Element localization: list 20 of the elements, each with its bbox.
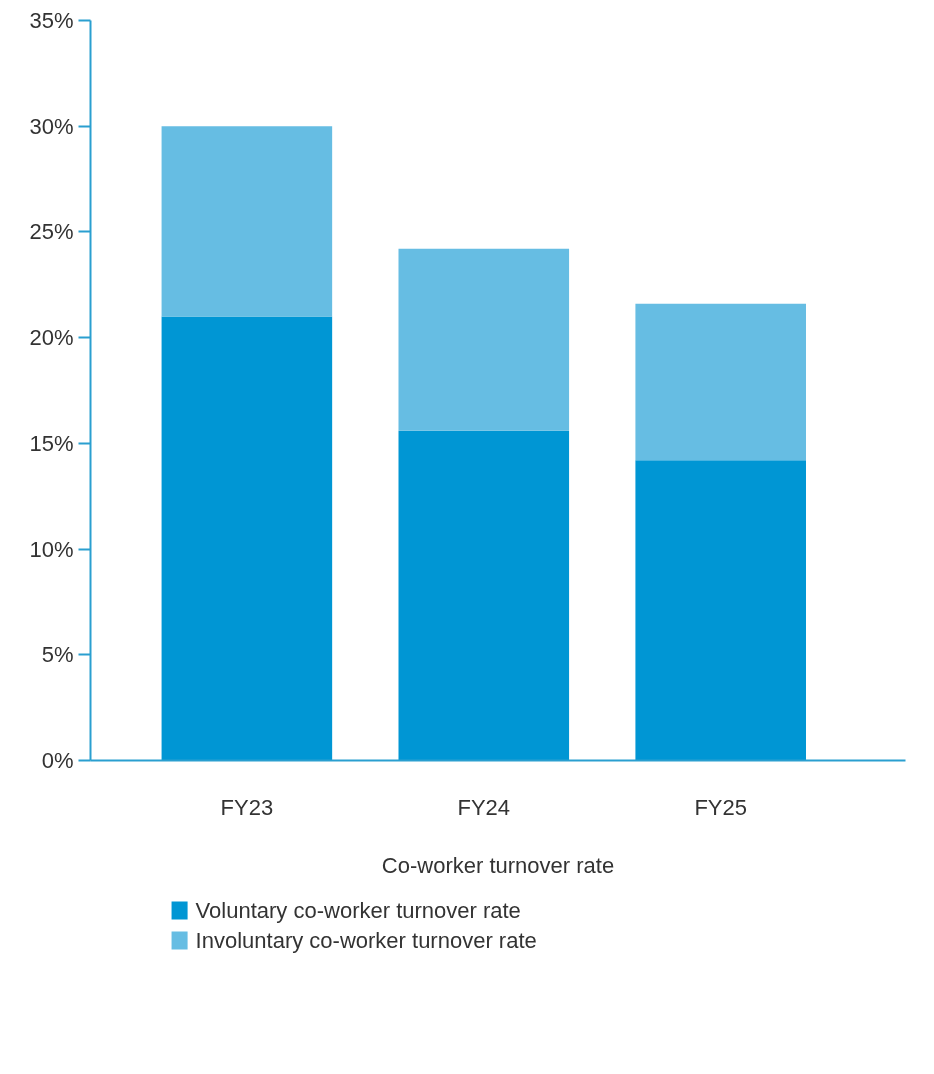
x-tick-label: FY25: [694, 794, 748, 820]
y-tick-label: 0%: [41, 748, 74, 773]
bar: [161, 126, 333, 317]
bar: [161, 316, 333, 761]
legend-label: Voluntary co-worker turnover rate: [195, 898, 521, 923]
y-tick-label: 25%: [29, 219, 74, 245]
y-tick-label: 10%: [29, 536, 74, 562]
bar: [398, 248, 570, 431]
y-tick-label: 15%: [29, 430, 74, 456]
bar: [398, 430, 570, 761]
bar: [635, 303, 806, 461]
y-tick-label: 20%: [29, 325, 74, 351]
legend-label: Involuntary co-worker turnover rate: [195, 928, 537, 953]
x-axis-title: Co-worker turnover rate: [381, 852, 615, 878]
y-tick-label: 35%: [29, 8, 74, 33]
x-tick-label: FY23: [220, 794, 274, 820]
y-tick-label: 30%: [29, 113, 74, 139]
bar: [635, 460, 806, 761]
y-tick-label: 5%: [41, 642, 74, 668]
x-tick-label: FY24: [457, 794, 511, 820]
